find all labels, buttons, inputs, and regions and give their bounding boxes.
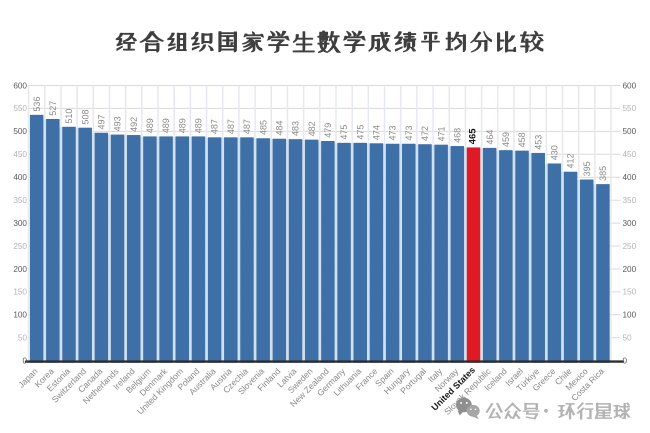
svg-text:510: 510 <box>64 109 74 124</box>
svg-text:471: 471 <box>436 126 446 141</box>
svg-text:150: 150 <box>623 288 637 297</box>
svg-text:465: 465 <box>467 129 478 145</box>
svg-text:500: 500 <box>13 127 27 136</box>
svg-text:483: 483 <box>291 121 301 136</box>
svg-text:474: 474 <box>372 125 382 140</box>
svg-text:484: 484 <box>274 120 284 135</box>
svg-text:458: 458 <box>517 132 527 147</box>
svg-text:250: 250 <box>623 242 637 251</box>
svg-text:536: 536 <box>32 97 42 112</box>
svg-text:450: 450 <box>623 150 637 159</box>
svg-text:487: 487 <box>210 119 220 134</box>
svg-text:459: 459 <box>501 132 511 147</box>
svg-text:500: 500 <box>623 127 637 136</box>
svg-text:497: 497 <box>96 115 106 130</box>
svg-text:473: 473 <box>388 126 398 141</box>
svg-text:412: 412 <box>566 153 576 168</box>
svg-text:50: 50 <box>18 334 28 343</box>
svg-text:250: 250 <box>13 242 27 251</box>
svg-text:150: 150 <box>13 288 27 297</box>
svg-text:475: 475 <box>355 125 365 140</box>
svg-text:489: 489 <box>161 118 171 133</box>
svg-text:482: 482 <box>307 121 317 136</box>
svg-text:200: 200 <box>13 265 27 274</box>
svg-text:400: 400 <box>13 173 27 182</box>
svg-text:100: 100 <box>623 311 637 320</box>
svg-text:487: 487 <box>226 119 236 134</box>
svg-text:0: 0 <box>623 357 628 366</box>
svg-text:430: 430 <box>550 145 560 160</box>
svg-text:300: 300 <box>623 219 637 228</box>
svg-text:492: 492 <box>129 117 139 132</box>
svg-text:0: 0 <box>22 357 27 366</box>
svg-text:600: 600 <box>13 81 27 90</box>
svg-text:464: 464 <box>485 130 495 145</box>
svg-text:300: 300 <box>13 219 27 228</box>
svg-text:550: 550 <box>13 104 27 113</box>
svg-text:350: 350 <box>13 196 27 205</box>
svg-text:489: 489 <box>145 118 155 133</box>
svg-text:550: 550 <box>623 104 637 113</box>
svg-text:468: 468 <box>452 128 462 143</box>
svg-text:350: 350 <box>623 196 637 205</box>
svg-text:487: 487 <box>242 119 252 134</box>
svg-text:472: 472 <box>420 126 430 141</box>
svg-text:600: 600 <box>623 81 637 90</box>
svg-text:475: 475 <box>339 125 349 140</box>
svg-text:450: 450 <box>13 150 27 159</box>
svg-text:100: 100 <box>13 311 27 320</box>
svg-text:400: 400 <box>623 173 637 182</box>
svg-text:508: 508 <box>80 109 90 124</box>
svg-text:50: 50 <box>623 334 633 343</box>
svg-text:473: 473 <box>404 126 414 141</box>
svg-text:395: 395 <box>582 161 592 176</box>
svg-text:479: 479 <box>323 123 333 138</box>
svg-text:489: 489 <box>194 118 204 133</box>
svg-text:527: 527 <box>48 101 58 116</box>
svg-text:200: 200 <box>623 265 637 274</box>
svg-text:493: 493 <box>113 116 123 131</box>
svg-text:485: 485 <box>258 120 268 135</box>
svg-text:385: 385 <box>598 166 608 181</box>
svg-text:489: 489 <box>177 118 187 133</box>
svg-text:453: 453 <box>533 135 543 150</box>
